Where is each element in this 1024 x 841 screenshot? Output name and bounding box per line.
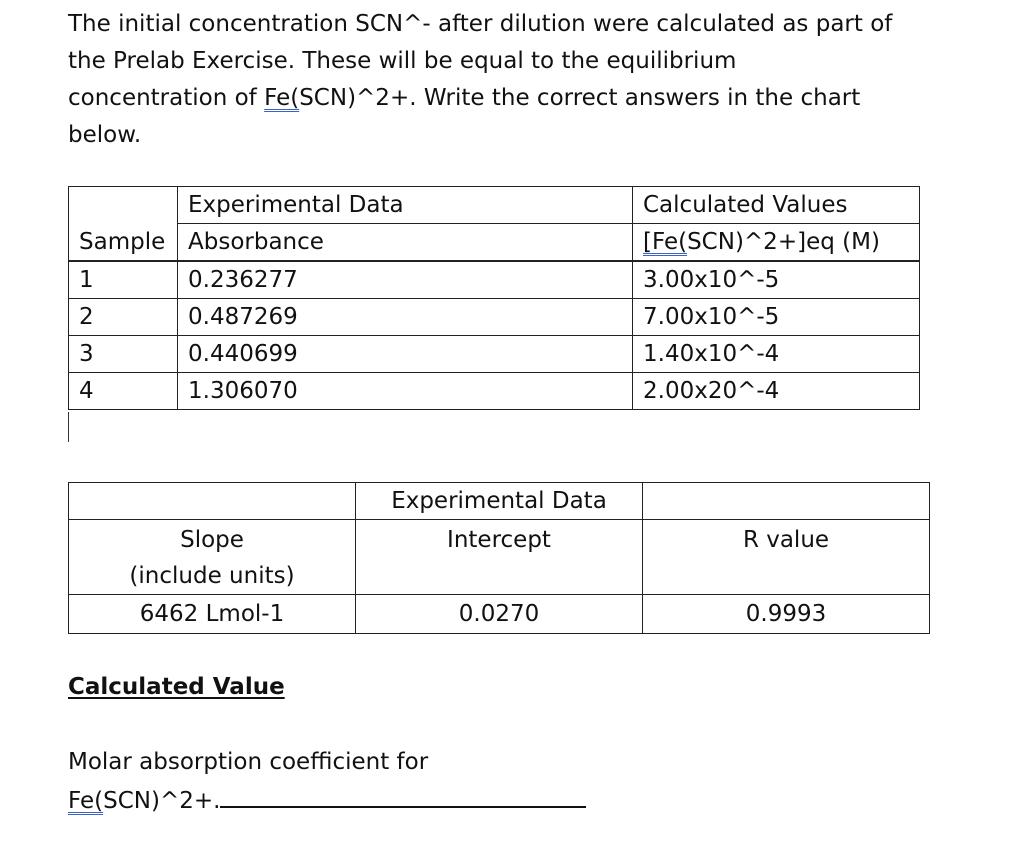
intro-paragraph: The initial concentration SCN^- after di…: [68, 6, 948, 154]
absorbance-column-header[interactable]: Absorbance: [177, 223, 633, 262]
intro-line-3-pre: concentration of: [68, 85, 265, 111]
concentration-column-header[interactable]: [Fe(SCN)^2+]eq (M): [632, 223, 920, 262]
absorbance-cell[interactable]: 0.440699: [177, 335, 633, 373]
sample-cell[interactable]: 3: [68, 335, 178, 373]
intro-line-3-post: SCN)^2+. Write the correct answers in th…: [299, 85, 861, 111]
intro-line-1: The initial concentration SCN^- after di…: [68, 11, 893, 37]
sample-cell[interactable]: 4: [68, 372, 178, 410]
experimental-data-header[interactable]: Experimental Data: [177, 186, 633, 224]
intro-line-2: the Prelab Exercise. These will be equal…: [68, 48, 737, 74]
sample-column-header[interactable]: Sample: [68, 223, 178, 262]
slope-value-cell[interactable]: 6462 Lmol-1: [68, 594, 356, 634]
molar-coefficient-prompt: Molar absorption coefficient for Fe(SCN)…: [68, 744, 587, 819]
table-header-row: Sample Absorbance [Fe(SCN)^2+]eq (M): [68, 223, 920, 262]
table-cell-empty[interactable]: [68, 482, 356, 520]
table-row: 1 0.236277 3.00x10^-5: [68, 260, 920, 299]
slope-units-label: (include units): [129, 563, 295, 589]
slope-header[interactable]: Slope (include units): [68, 519, 356, 595]
answer-blank[interactable]: [220, 780, 587, 808]
concentration-cell[interactable]: 3.00x10^-5: [632, 260, 920, 299]
molar-line-1: Molar absorption coefficient for: [68, 749, 429, 775]
table-cell-empty[interactable]: [68, 186, 178, 224]
table-header-row: Experimental Data: [68, 482, 930, 520]
slope-label: Slope: [180, 527, 244, 553]
absorbance-cell[interactable]: 0.487269: [177, 298, 633, 336]
absorbance-cell[interactable]: 0.236277: [177, 260, 633, 299]
intro-line-4: below.: [68, 122, 142, 148]
molar-line-2: Fe(SCN)^2+.: [68, 780, 587, 819]
calculated-value-heading: Calculated Value: [68, 674, 285, 700]
spellcheck-word[interactable]: [Fe(: [643, 229, 688, 255]
absorbance-table: Experimental Data Calculated Values Samp…: [68, 186, 920, 410]
table-header-row: Experimental Data Calculated Values: [68, 186, 920, 224]
concentration-cell[interactable]: 7.00x10^-5: [632, 298, 920, 336]
molar-line-2-post: SCN)^2+.: [103, 788, 221, 814]
calculated-values-header[interactable]: Calculated Values: [632, 186, 920, 224]
table-row: 6462 Lmol-1 0.0270 0.9993: [68, 594, 930, 634]
sample-cell[interactable]: 1: [68, 260, 178, 299]
intercept-value-cell[interactable]: 0.0270: [355, 594, 643, 634]
spellcheck-word[interactable]: Fe(: [264, 85, 300, 111]
absorbance-cell[interactable]: 1.306070: [177, 372, 633, 410]
concentration-cell[interactable]: 1.40x10^-4: [632, 335, 920, 373]
table-cell-empty[interactable]: [642, 482, 930, 520]
table-row: 2 0.487269 7.00x10^-5: [68, 298, 920, 336]
table-row: 4 1.306070 2.00x20^-4: [68, 372, 920, 410]
text-cursor: [68, 412, 69, 442]
r-value-header[interactable]: R value: [642, 519, 930, 595]
sample-cell[interactable]: 2: [68, 298, 178, 336]
concentration-header-text: SCN)^2+]eq (M): [687, 229, 880, 255]
r-value-cell[interactable]: 0.9993: [642, 594, 930, 634]
intercept-header[interactable]: Intercept: [355, 519, 643, 595]
spellcheck-word[interactable]: Fe(: [68, 788, 104, 814]
regression-table: Experimental Data Slope (include units) I…: [68, 482, 930, 634]
intro-line-3: concentration of Fe(SCN)^2+. Write the c…: [68, 80, 948, 117]
experimental-data-header[interactable]: Experimental Data: [355, 482, 643, 520]
table-row: 3 0.440699 1.40x10^-4: [68, 335, 920, 373]
table-header-row: Slope (include units) Intercept R value: [68, 519, 930, 595]
concentration-cell[interactable]: 2.00x20^-4: [632, 372, 920, 410]
